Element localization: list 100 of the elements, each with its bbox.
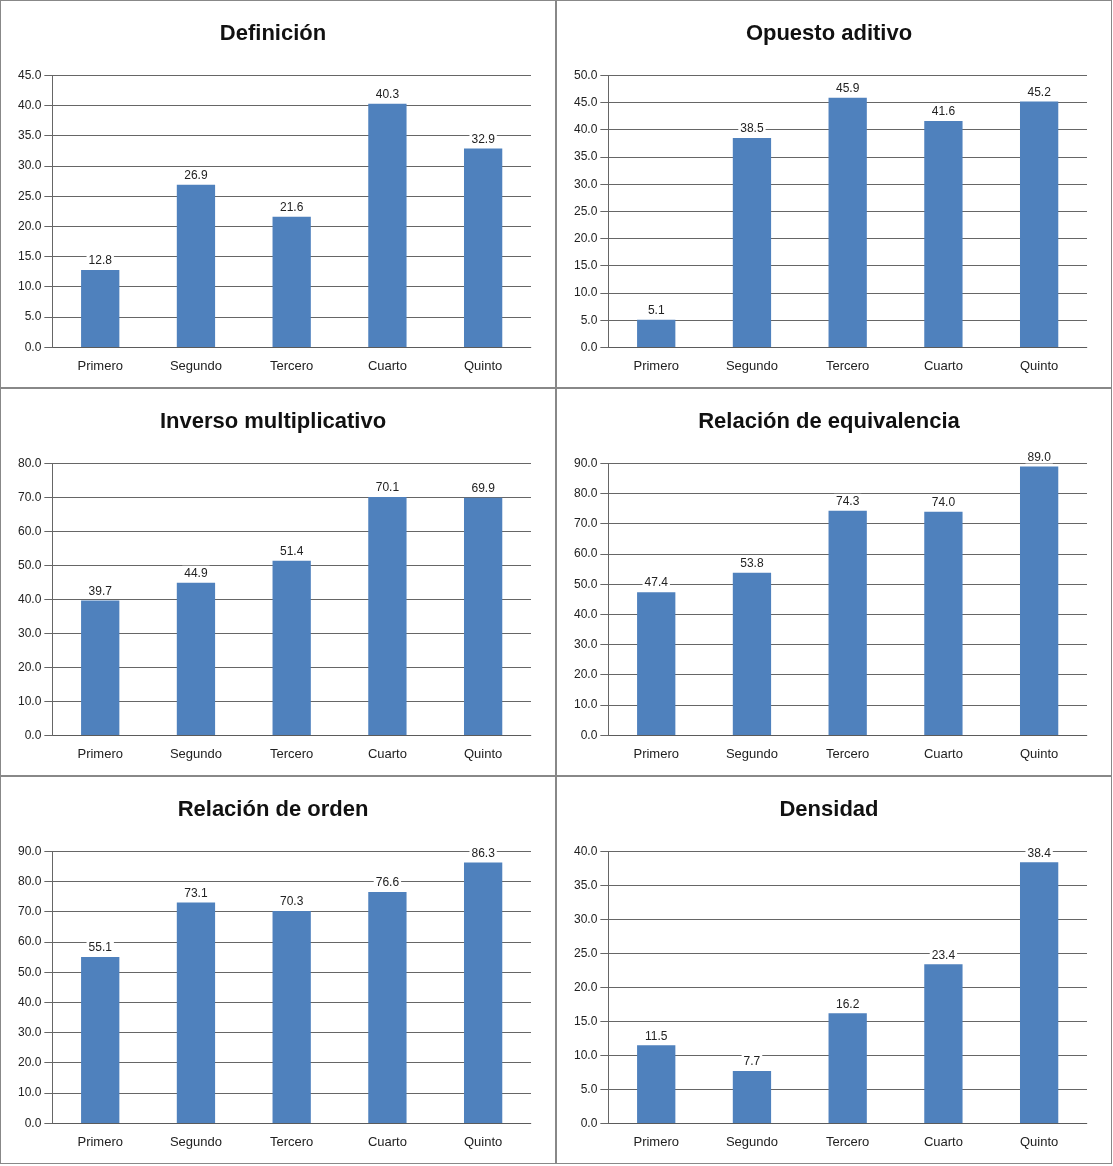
x-tick-label: Cuarto [367, 745, 407, 761]
x-tick-label: Cuarto [367, 1133, 407, 1149]
y-tick-label: 0.0 [580, 727, 598, 742]
x-tick-label: Primero [77, 1133, 123, 1149]
bar [924, 964, 963, 1123]
data-label: 16.2 [836, 996, 860, 1011]
y-tick-label: 70.0 [18, 489, 42, 504]
bar [176, 582, 216, 735]
bar [732, 1071, 772, 1123]
data-label: 51.4 [280, 543, 304, 558]
y-tick-label: 30.0 [18, 158, 42, 173]
x-tick-label: Quinto [463, 1133, 503, 1149]
y-tick-label: 40.0 [574, 843, 598, 858]
y-tick-label: 25.0 [574, 203, 598, 218]
y-tick-label: 45.0 [18, 67, 42, 82]
y-tick-label: 80.0 [18, 455, 42, 470]
y-tick-label: 50.0 [18, 964, 42, 979]
data-label: 39.7 [88, 583, 113, 598]
y-tick-label: 15.0 [574, 1013, 598, 1028]
y-tick-label: 70.0 [574, 516, 598, 531]
bar [924, 511, 963, 735]
x-tick-label: Primero [633, 745, 679, 761]
data-label: 11.5 [644, 1028, 668, 1043]
data-label: 55.1 [88, 940, 113, 955]
bar [924, 121, 963, 347]
y-tick-label: 15.0 [18, 249, 42, 264]
data-label: 38.4 [1027, 845, 1052, 860]
bar [368, 497, 407, 735]
y-tick-label: 10.0 [18, 693, 42, 708]
bar [637, 1045, 676, 1123]
data-label: 32.9 [471, 131, 496, 146]
data-label: 45.9 [836, 81, 860, 96]
data-label: 73.1 [184, 885, 208, 900]
y-tick-label: 10.0 [574, 285, 598, 300]
y-tick-label: 60.0 [574, 546, 598, 561]
bar [1019, 466, 1059, 735]
data-label: 74.0 [931, 495, 956, 510]
x-tick-label: Primero [633, 357, 679, 373]
data-label: 26.9 [184, 168, 208, 183]
y-tick-label: 90.0 [18, 843, 42, 858]
data-label: 45.2 [1027, 84, 1052, 99]
y-tick-label: 10.0 [574, 1047, 598, 1062]
y-tick-label: 20.0 [574, 667, 598, 682]
x-tick-label: Cuarto [923, 745, 963, 761]
bar [463, 148, 503, 347]
x-tick-label: Primero [77, 745, 123, 761]
y-tick-label: 40.0 [18, 994, 42, 1009]
y-tick-label: 0.0 [580, 1115, 598, 1130]
data-label: 53.8 [740, 556, 764, 571]
y-tick-label: 60.0 [18, 523, 42, 538]
y-tick-label: 60.0 [18, 934, 42, 949]
y-tick-label: 25.0 [574, 945, 598, 960]
x-tick-label: Quinto [1019, 1133, 1059, 1149]
x-tick-label: Segundo [725, 745, 778, 761]
bar [828, 1013, 867, 1123]
y-tick-label: 50.0 [574, 576, 598, 591]
y-tick-label: 90.0 [574, 455, 598, 470]
bar [176, 184, 216, 347]
y-tick-label: 80.0 [574, 485, 598, 500]
bar [81, 956, 120, 1123]
y-tick-label: 30.0 [574, 637, 598, 652]
data-label: 23.4 [931, 947, 956, 962]
x-tick-label: Tercero [826, 745, 870, 761]
y-tick-label: 30.0 [18, 1025, 42, 1040]
y-tick-label: 0.0 [580, 339, 598, 354]
data-label: 12.8 [88, 253, 113, 268]
y-tick-label: 50.0 [574, 67, 598, 82]
y-tick-label: 45.0 [574, 94, 598, 109]
bar [463, 497, 503, 735]
y-tick-label: 40.0 [574, 606, 598, 621]
x-tick-label: Quinto [463, 745, 503, 761]
x-tick-label: Segundo [169, 357, 222, 373]
data-label: 7.7 [743, 1054, 761, 1069]
y-tick-label: 10.0 [574, 697, 598, 712]
y-tick-label: 25.0 [18, 188, 42, 203]
y-tick-label: 5.0 [580, 312, 598, 327]
chart-title: Opuesto aditivo [745, 20, 913, 46]
data-label: 89.0 [1027, 449, 1052, 464]
x-tick-label: Primero [77, 357, 123, 373]
x-tick-label: Segundo [725, 1133, 778, 1149]
y-tick-label: 40.0 [18, 591, 42, 606]
x-tick-label: Cuarto [923, 1133, 963, 1149]
y-tick-label: 0.0 [24, 1115, 42, 1130]
y-tick-label: 80.0 [18, 873, 42, 888]
data-label: 70.3 [280, 894, 304, 909]
y-tick-label: 20.0 [574, 230, 598, 245]
y-tick-label: 20.0 [18, 1055, 42, 1070]
y-tick-label: 0.0 [24, 339, 42, 354]
y-tick-label: 5.0 [24, 309, 42, 324]
bar [1019, 862, 1059, 1123]
data-label: 38.5 [740, 121, 764, 136]
data-label: 40.3 [375, 87, 400, 102]
x-tick-label: Cuarto [923, 357, 963, 373]
bar [176, 902, 216, 1123]
x-tick-label: Cuarto [367, 357, 407, 373]
data-label: 44.9 [184, 566, 208, 581]
y-tick-label: 10.0 [18, 279, 42, 294]
bar [272, 216, 311, 347]
data-label: 70.1 [375, 480, 400, 495]
x-tick-label: Segundo [725, 357, 778, 373]
